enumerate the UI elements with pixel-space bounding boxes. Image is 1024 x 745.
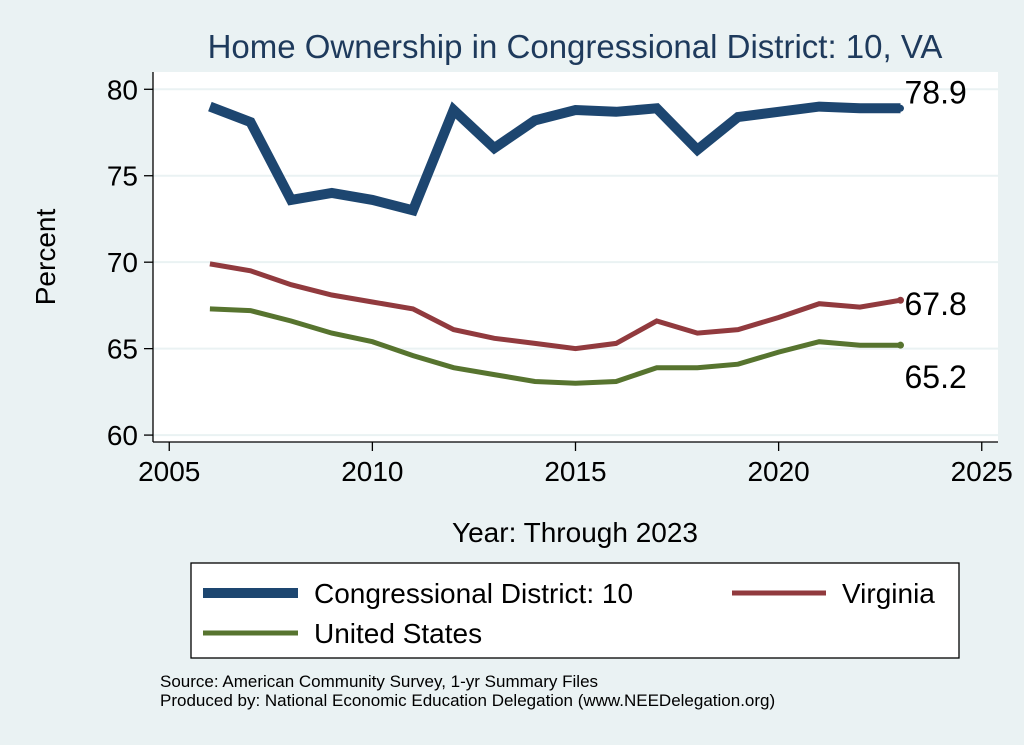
end-label-virginia: 67.8 — [905, 286, 967, 322]
end-marker-united-states — [897, 341, 904, 349]
x-tick-label: 2010 — [341, 456, 403, 487]
x-ticks: 2005 2010 2015 2020 2025 — [138, 442, 1013, 487]
y-axis-label: Percent — [30, 209, 61, 306]
y-tick-label: 80 — [107, 74, 138, 105]
x-tick-label: 2020 — [747, 456, 809, 487]
x-axis-label: Year: Through 2023 — [452, 517, 698, 548]
end-marker-virginia — [897, 296, 904, 304]
legend: Congressional District: 10 Virginia Unit… — [190, 562, 960, 659]
x-tick-label: 2025 — [951, 456, 1013, 487]
end-labels: 78.9 67.8 65.2 — [897, 74, 967, 395]
series-line-virginia — [209, 261, 901, 352]
legend-label-united-states: United States — [314, 618, 482, 649]
end-label-district: 78.9 — [905, 74, 967, 110]
end-label-united-states: 65.2 — [905, 359, 967, 395]
y-tick-label: 60 — [107, 420, 138, 451]
source-line: Source: American Community Survey, 1-yr … — [160, 672, 599, 691]
legend-label-district: Congressional District: 10 — [314, 578, 633, 609]
chart-title: Home Ownership in Congressional District… — [208, 28, 943, 65]
y-tick-label: 75 — [107, 161, 138, 192]
source-note: Source: American Community Survey, 1-yr … — [160, 672, 775, 710]
y-tick-label: 65 — [107, 334, 138, 365]
series-line-united-states — [209, 306, 901, 386]
x-tick-label: 2015 — [544, 456, 606, 487]
plot-area — [153, 72, 998, 442]
y-tick-label: 70 — [107, 247, 138, 278]
legend-box — [190, 562, 960, 659]
x-tick-label: 2005 — [138, 456, 200, 487]
series-lines — [208, 101, 901, 386]
legend-label-virginia: Virginia — [842, 578, 935, 609]
producer-line: Produced by: National Economic Education… — [160, 691, 776, 710]
series-line-district — [208, 101, 901, 217]
end-marker-district — [897, 104, 904, 112]
y-ticks: 60 65 70 75 80 — [107, 74, 153, 451]
